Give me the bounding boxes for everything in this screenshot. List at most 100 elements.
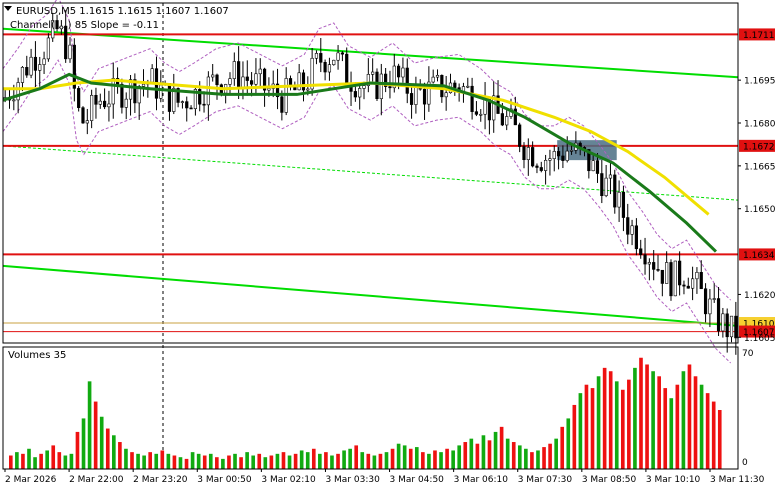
candle-body [150, 68, 154, 83]
candle-body [133, 79, 137, 104]
candle-body [513, 108, 517, 126]
candle-body [587, 149, 591, 172]
candle-body [98, 100, 102, 105]
candle-body [262, 68, 267, 91]
volume-bar [572, 404, 577, 469]
level-tag-text-1.1610: 1.1610 [743, 320, 775, 330]
candle-body [310, 57, 314, 90]
candle-body [111, 78, 115, 105]
candle-body [630, 225, 634, 235]
volume-bar [596, 376, 601, 469]
volume-bar [263, 457, 268, 469]
candle-body [358, 88, 362, 98]
envelope-upper [2, 0, 731, 301]
level-tag-1.1672 [739, 139, 775, 152]
candle-body [401, 67, 405, 78]
volume-bar [421, 452, 425, 469]
trendline-1 [2, 27, 739, 79]
candle-body [678, 260, 682, 286]
volume-bar [530, 452, 534, 469]
candle-body [405, 67, 409, 94]
volume-bar [69, 453, 74, 469]
candle-body [435, 74, 440, 78]
volume-bar [269, 455, 274, 469]
candle-body [33, 56, 38, 71]
volume-bar [681, 371, 686, 469]
candle-body [729, 315, 734, 338]
volume-bar [9, 455, 13, 469]
candle-body [518, 124, 522, 147]
volume-bar [505, 438, 510, 469]
candle-body [716, 298, 721, 332]
candle-body [202, 103, 206, 106]
candle-body [556, 151, 561, 157]
volume-bar [390, 448, 395, 469]
candle-body [20, 67, 25, 83]
candle-body [539, 167, 543, 171]
candle-body [652, 262, 656, 270]
volume-bar [154, 453, 159, 469]
x-tick-label: 3 Mar 07:30 [518, 475, 573, 485]
volume-bar [699, 384, 704, 469]
candle-body [245, 76, 249, 81]
candle-body [72, 44, 76, 89]
volume-bar [396, 443, 401, 469]
candle-body [669, 262, 673, 297]
candle-body [267, 88, 271, 91]
volume-bar [657, 376, 661, 469]
candle-body [51, 20, 55, 39]
volume-bar [336, 453, 340, 469]
candle-body [90, 94, 94, 121]
volume-bar [372, 455, 377, 469]
volume-bar [542, 447, 546, 469]
candle-body [734, 315, 738, 339]
candle-body [660, 269, 664, 284]
volume-bar [118, 442, 122, 469]
volume-bar [360, 452, 365, 469]
candle-body [703, 288, 708, 315]
volume-bar [342, 450, 346, 469]
volume-bar [584, 384, 589, 469]
candle-body [647, 262, 651, 265]
candle-body [492, 95, 496, 121]
volume-bar [675, 384, 680, 469]
x-tick-label: 3 Mar 02:10 [261, 475, 316, 485]
candle-body [128, 79, 133, 100]
candle-body [237, 61, 241, 88]
candle-body [280, 96, 284, 113]
candle-body [561, 155, 565, 161]
candle-body [64, 25, 68, 60]
candle-body [600, 173, 604, 197]
candle-body [323, 62, 327, 73]
volume-bar [105, 428, 110, 469]
collapse-arrow-icon[interactable] [4, 6, 12, 11]
candle-body [721, 313, 725, 332]
candle-body [353, 91, 357, 98]
volume-bar [215, 457, 219, 469]
volume-bar [608, 371, 613, 469]
level-tag-text-1.1711: 1.1711 [743, 31, 775, 41]
volume-bar [511, 442, 516, 469]
y-tick-label: 1.1695 [744, 77, 776, 87]
volume-bar [330, 455, 334, 469]
volume-bar [554, 438, 558, 469]
volume-bar [51, 445, 56, 469]
candle-body [388, 86, 392, 89]
level-tag-1.1711 [739, 28, 775, 41]
channel-slope-label: Channel(....) 85 Slope = -0.11 [10, 20, 159, 31]
volume-bar [384, 452, 389, 469]
volume-bar [63, 455, 68, 469]
x-tick-label: 2 Mar 23:20 [133, 475, 188, 485]
volume-bar [318, 453, 322, 469]
candle-body [189, 107, 193, 110]
volume-bar [87, 381, 92, 469]
volume-bar [560, 426, 565, 469]
y-tick-label: 1.1680 [744, 120, 776, 130]
candle-body [643, 254, 647, 265]
x-tick-label: 3 Mar 08:50 [582, 475, 637, 485]
candle-body [544, 159, 548, 171]
candle-body [94, 94, 98, 105]
volume-bar [687, 364, 692, 469]
candle-body [409, 93, 414, 105]
candle-body [392, 65, 396, 89]
